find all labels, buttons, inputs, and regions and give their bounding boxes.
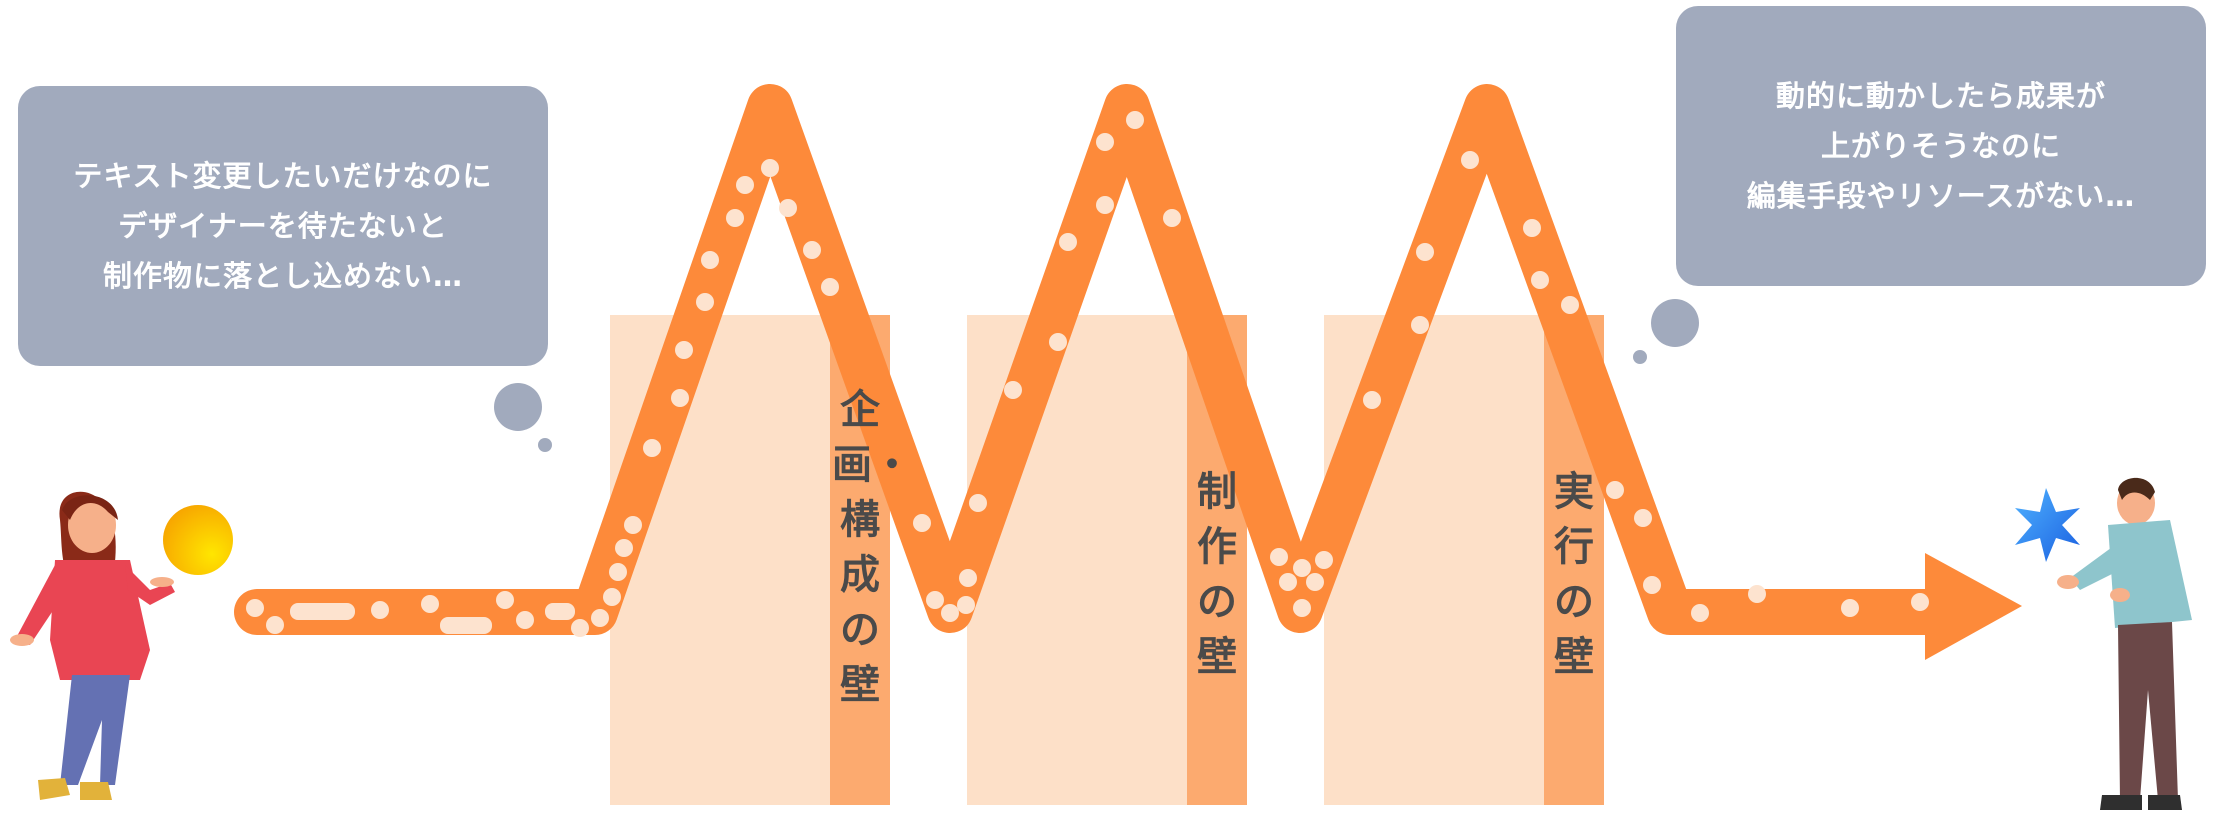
path-dots	[246, 111, 1929, 637]
idea-orb	[163, 505, 233, 575]
thought-tail-large-right	[1651, 299, 1699, 347]
man-illustration	[2057, 477, 2192, 810]
sparkle-star-icon	[2015, 488, 2080, 562]
wall-label-execution: 実行の壁	[1554, 469, 1594, 680]
right-bubble-line-2: 上がりそうなのに	[1820, 129, 2061, 163]
thought-tail-small-right	[1633, 350, 1647, 364]
thought-tail-large-left	[494, 383, 542, 431]
right-thought-bubble: 動的に動かしたら成果が 上がりそうなのに 編集手段やリソースがない…	[1676, 6, 2206, 286]
left-thought-bubble: テキスト変更したいだけなのに デザイナーを待たないと 制作物に落とし込めない…	[18, 86, 548, 366]
right-bubble-line-3: 編集手段やリソースがない…	[1746, 179, 2136, 213]
left-bubble-line-1: テキスト変更したいだけなのに	[73, 159, 493, 193]
wall-label-production: 制作の壁	[1197, 469, 1237, 680]
left-bubble-line-2: デザイナーを待たないと	[118, 209, 448, 243]
left-bubble-line-3: 制作物に落とし込めない…	[102, 259, 463, 293]
thought-tail-small-left	[538, 438, 552, 452]
path-arrowhead	[1925, 553, 2022, 660]
woman-illustration	[10, 491, 175, 800]
wall-label-planning: 企画・構成の壁	[832, 387, 912, 708]
right-bubble-line-1: 動的に動かしたら成果が	[1775, 79, 2106, 113]
